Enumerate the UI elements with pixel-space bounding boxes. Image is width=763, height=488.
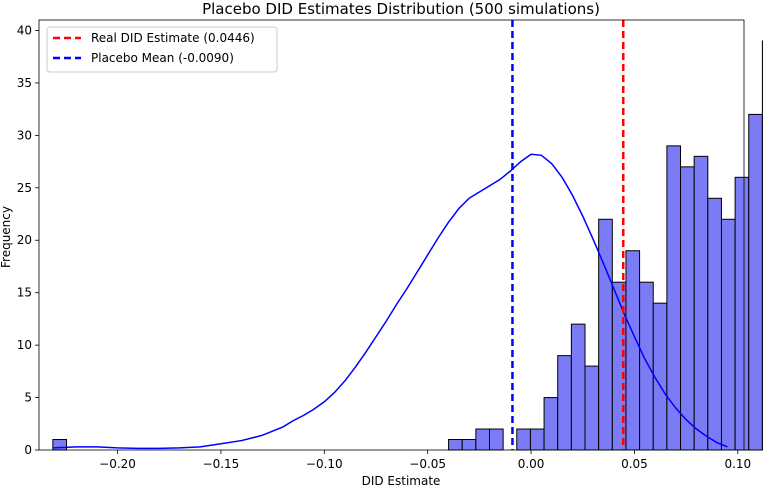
x-tick-label: −0.10 xyxy=(306,457,343,471)
histogram-bar xyxy=(516,428,531,451)
histogram-bar xyxy=(734,176,750,451)
histogram-bar xyxy=(488,428,504,451)
legend-label-placebo-mean: Placebo Mean (-0.0090) xyxy=(91,51,234,65)
y-tick-label: 25 xyxy=(17,181,32,195)
histogram-bar xyxy=(693,155,709,451)
legend-box xyxy=(46,26,278,73)
x-axis: −0.20 −0.15 −0.10 −0.05 0.00 0.05 0.10 xyxy=(99,450,751,471)
histogram-bar xyxy=(748,113,763,451)
x-tick-label: −0.15 xyxy=(203,457,240,471)
y-tick-label: 15 xyxy=(17,286,32,300)
histogram-bar xyxy=(625,250,641,451)
histogram-bar xyxy=(475,428,490,451)
histogram-bar xyxy=(680,166,695,451)
x-tick-label: 0.05 xyxy=(621,457,648,471)
plot-frame xyxy=(38,19,745,451)
x-axis-label: DID Estimate xyxy=(362,474,441,488)
y-tick-label: 35 xyxy=(17,76,32,90)
plot-area xyxy=(38,19,763,451)
y-tick-label: 30 xyxy=(17,128,32,142)
x-tick-label: −0.05 xyxy=(409,457,446,471)
histogram-bar xyxy=(529,428,545,451)
x-tick-label: 0.10 xyxy=(724,457,751,471)
histogram-bar xyxy=(557,355,572,451)
y-tick-label: 5 xyxy=(24,391,32,405)
x-tick-label: 0.00 xyxy=(518,457,545,471)
histogram-bars xyxy=(52,40,763,451)
histogram-bar xyxy=(584,365,600,451)
legend: Real DID Estimate (0.0446) Placebo Mean … xyxy=(46,26,278,73)
kde-curve xyxy=(52,153,728,450)
histogram-bar xyxy=(543,397,559,451)
histogram-bar xyxy=(707,197,722,451)
chart-title: Placebo DID Estimates Distribution (500 … xyxy=(202,0,600,18)
y-tick-label: 20 xyxy=(17,233,32,247)
histogram-bar xyxy=(448,439,463,451)
histogram-bar xyxy=(639,281,654,451)
y-axis-label: Frequency xyxy=(0,206,13,268)
histogram-bar xyxy=(598,218,613,451)
y-tick-label: 10 xyxy=(17,338,32,352)
y-tick-label: 0 xyxy=(24,443,32,457)
x-tick-label: −0.20 xyxy=(99,457,136,471)
legend-label-real-did: Real DID Estimate (0.0446) xyxy=(91,31,255,45)
histogram-bar xyxy=(570,323,586,451)
histogram-bar xyxy=(461,439,477,451)
y-axis: 0 5 10 15 20 25 30 35 40 xyxy=(17,23,39,457)
y-tick-label: 40 xyxy=(17,23,32,37)
histogram-bar xyxy=(720,218,736,451)
